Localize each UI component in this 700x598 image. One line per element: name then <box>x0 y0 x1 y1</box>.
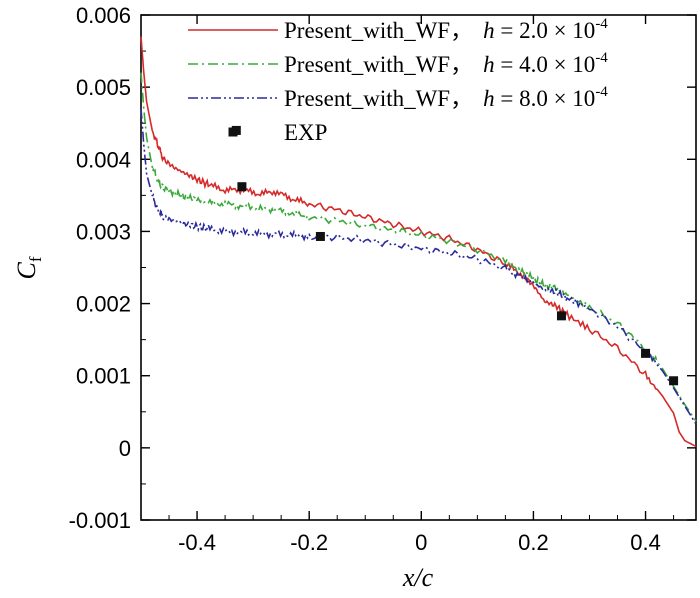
exp-marker <box>556 311 566 321</box>
y-axis-title-main: C <box>12 262 41 280</box>
y-tick-label: -0.001 <box>69 508 131 533</box>
y-axis-ticks: -0.001 0 0.001 0.002 0.003 0.004 0.005 0.006 <box>69 3 696 533</box>
legend-marker-exp <box>228 127 238 137</box>
x-tick-label: 0 <box>415 530 427 555</box>
y-tick-label: 0.004 <box>76 147 131 172</box>
x-axis-title: x/c <box>402 563 434 592</box>
y-axis-title: Cf <box>12 256 45 279</box>
y-tick-label: 0 <box>119 436 131 461</box>
y-axis-title-sub: f <box>26 256 45 262</box>
exp-marker <box>315 231 325 241</box>
x-tick-label: 0.2 <box>518 530 549 555</box>
x-axis-ticks: -0.4 -0.2 0 0.2 0.4 <box>140 15 675 555</box>
x-tick-label: -0.2 <box>290 530 328 555</box>
x-tick-label: 0.4 <box>630 530 661 555</box>
y-tick-label: 0.003 <box>76 219 131 244</box>
y-tick-label: 0.006 <box>76 3 131 28</box>
y-tick-label: 0.001 <box>76 364 131 389</box>
series-line-1 <box>140 36 697 448</box>
svg-text:Cf: Cf <box>12 256 45 279</box>
legend-label-exp: EXP <box>284 120 327 145</box>
series-layer <box>140 36 697 448</box>
x-tick-label: -0.4 <box>178 530 216 555</box>
exp-marker <box>669 376 679 386</box>
y-tick-label: 0.005 <box>76 75 131 100</box>
y-tick-label: 0.002 <box>76 292 131 317</box>
legend: Present_with_WF， h = 2.0 × 10-4 Present_wi… <box>188 16 608 145</box>
series-line-3 <box>140 108 697 425</box>
series-line-2 <box>140 72 697 422</box>
legend-label-1: Present_with_WF， h = 2.0 × 10-4 <box>284 16 608 43</box>
exp-marker <box>237 182 247 192</box>
exp-marker <box>641 348 651 358</box>
legend-label-3: Present_with_WF， h = 8.0 × 10-4 <box>284 84 608 111</box>
legend-label-2: Present_with_WF， h = 4.0 × 10-4 <box>284 50 608 77</box>
